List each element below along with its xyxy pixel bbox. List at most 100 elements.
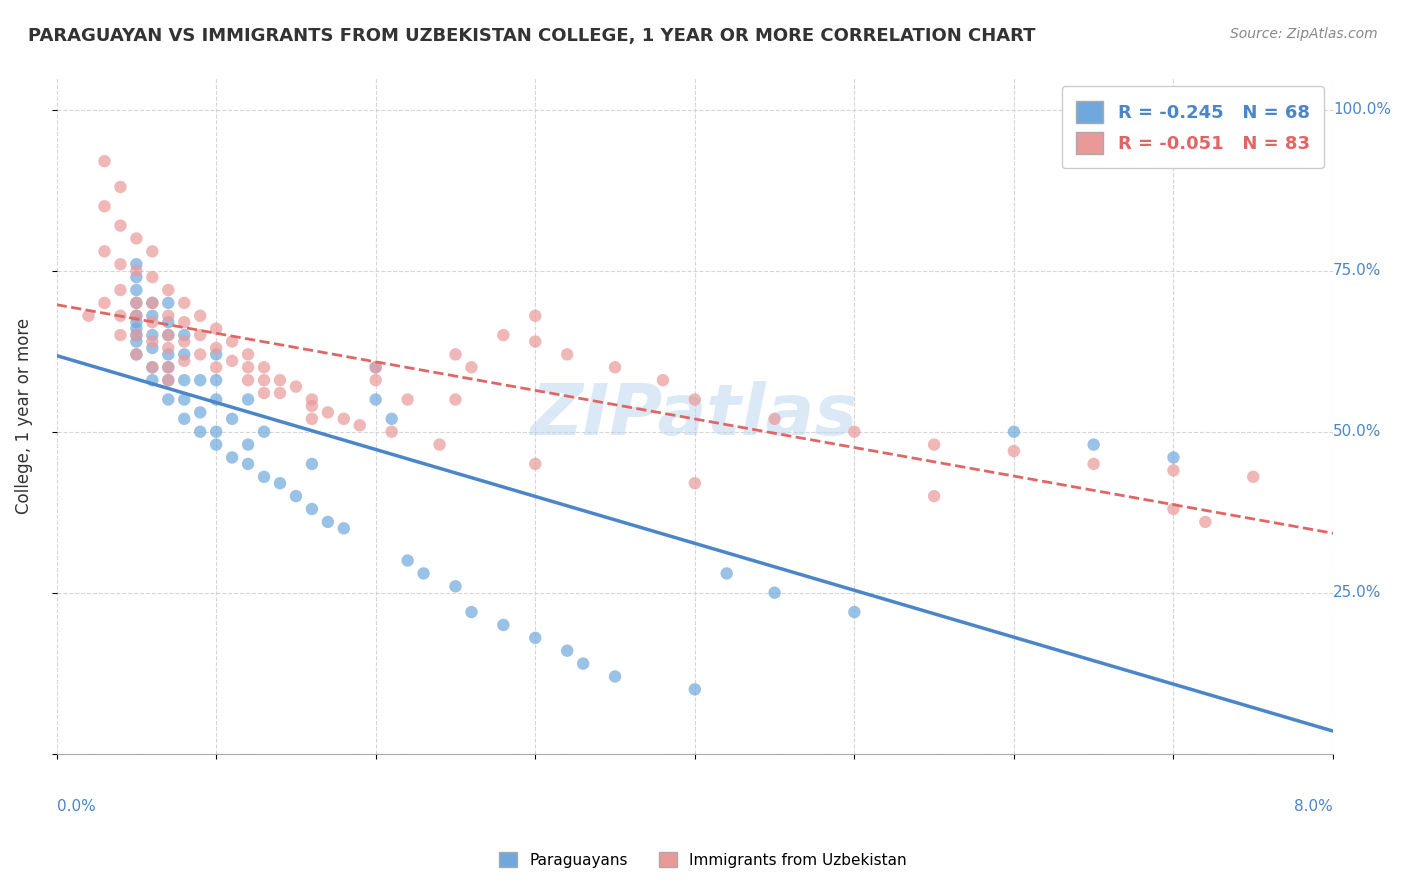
- Point: [141, 270, 163, 285]
- Point: [157, 360, 180, 375]
- Point: [93, 296, 115, 310]
- Point: [157, 360, 180, 375]
- Point: [157, 309, 180, 323]
- Point: [1002, 425, 1025, 439]
- Point: [221, 450, 243, 465]
- Point: [125, 321, 148, 335]
- Point: [253, 360, 276, 375]
- Point: [110, 257, 132, 271]
- Point: [173, 354, 195, 368]
- Point: [125, 309, 148, 323]
- Point: [284, 489, 307, 503]
- Point: [396, 392, 419, 407]
- Point: [364, 373, 387, 387]
- Point: [492, 618, 515, 632]
- Point: [269, 476, 291, 491]
- Point: [125, 328, 148, 343]
- Point: [301, 392, 323, 407]
- Point: [125, 315, 148, 329]
- Point: [141, 334, 163, 349]
- Point: [284, 379, 307, 393]
- Point: [364, 360, 387, 375]
- Point: [125, 231, 148, 245]
- Legend: R = -0.245   N = 68, R = -0.051   N = 83: R = -0.245 N = 68, R = -0.051 N = 83: [1062, 87, 1324, 169]
- Point: [205, 425, 228, 439]
- Point: [141, 309, 163, 323]
- Point: [221, 412, 243, 426]
- Point: [683, 392, 706, 407]
- Point: [188, 405, 211, 419]
- Point: [572, 657, 595, 671]
- Point: [173, 334, 195, 349]
- Text: 25.0%: 25.0%: [1333, 585, 1381, 600]
- Point: [683, 682, 706, 697]
- Point: [188, 373, 211, 387]
- Point: [188, 347, 211, 361]
- Text: 100.0%: 100.0%: [1333, 103, 1391, 117]
- Point: [524, 334, 547, 349]
- Point: [236, 457, 259, 471]
- Point: [173, 412, 195, 426]
- Point: [364, 392, 387, 407]
- Point: [205, 347, 228, 361]
- Point: [1163, 450, 1185, 465]
- Point: [141, 315, 163, 329]
- Point: [173, 296, 195, 310]
- Point: [157, 315, 180, 329]
- Point: [1194, 515, 1216, 529]
- Point: [1163, 502, 1185, 516]
- Point: [188, 425, 211, 439]
- Point: [141, 296, 163, 310]
- Point: [333, 521, 356, 535]
- Point: [110, 309, 132, 323]
- Point: [157, 373, 180, 387]
- Point: [492, 328, 515, 343]
- Point: [157, 373, 180, 387]
- Point: [524, 631, 547, 645]
- Point: [524, 457, 547, 471]
- Point: [141, 360, 163, 375]
- Point: [1083, 457, 1105, 471]
- Point: [236, 392, 259, 407]
- Point: [555, 643, 578, 657]
- Legend: Paraguayans, Immigrants from Uzbekistan: Paraguayans, Immigrants from Uzbekistan: [492, 844, 914, 875]
- Point: [157, 328, 180, 343]
- Point: [205, 321, 228, 335]
- Point: [205, 392, 228, 407]
- Point: [524, 309, 547, 323]
- Point: [444, 347, 467, 361]
- Point: [236, 360, 259, 375]
- Point: [716, 566, 738, 581]
- Point: [125, 296, 148, 310]
- Point: [460, 605, 482, 619]
- Point: [205, 437, 228, 451]
- Text: 0.0%: 0.0%: [56, 799, 96, 814]
- Point: [125, 347, 148, 361]
- Point: [173, 315, 195, 329]
- Point: [683, 476, 706, 491]
- Point: [253, 386, 276, 401]
- Point: [141, 296, 163, 310]
- Point: [157, 341, 180, 355]
- Point: [141, 360, 163, 375]
- Text: Source: ZipAtlas.com: Source: ZipAtlas.com: [1230, 27, 1378, 41]
- Point: [110, 180, 132, 194]
- Point: [1002, 444, 1025, 458]
- Point: [125, 283, 148, 297]
- Point: [364, 360, 387, 375]
- Y-axis label: College, 1 year or more: College, 1 year or more: [15, 318, 32, 514]
- Point: [349, 418, 371, 433]
- Point: [93, 199, 115, 213]
- Point: [555, 347, 578, 361]
- Point: [157, 347, 180, 361]
- Point: [1241, 470, 1264, 484]
- Point: [381, 412, 404, 426]
- Point: [157, 328, 180, 343]
- Point: [173, 328, 195, 343]
- Point: [253, 373, 276, 387]
- Point: [381, 425, 404, 439]
- Point: [253, 470, 276, 484]
- Point: [412, 566, 434, 581]
- Point: [173, 373, 195, 387]
- Point: [236, 347, 259, 361]
